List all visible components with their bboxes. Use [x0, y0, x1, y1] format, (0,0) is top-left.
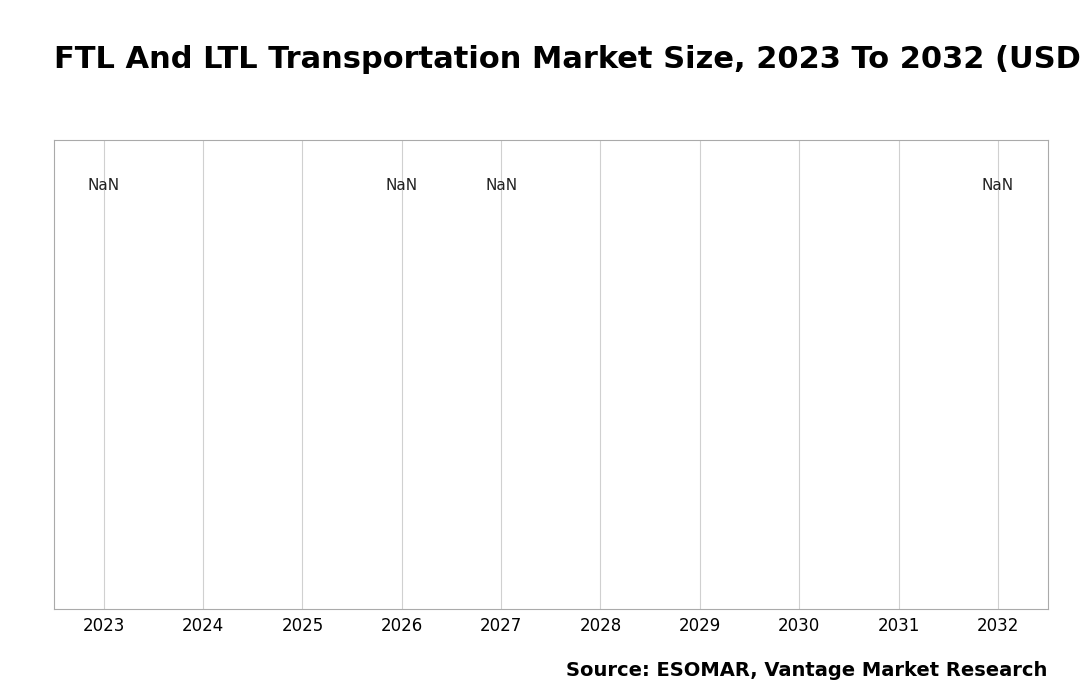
Text: FTL And LTL Transportation Market Size, 2023 To 2032 (USD Billion): FTL And LTL Transportation Market Size, …	[54, 46, 1080, 74]
Text: NaN: NaN	[87, 178, 120, 193]
Text: NaN: NaN	[485, 178, 517, 193]
Text: Source: ESOMAR, Vantage Market Research: Source: ESOMAR, Vantage Market Research	[566, 662, 1048, 680]
Text: NaN: NaN	[982, 178, 1014, 193]
Text: NaN: NaN	[386, 178, 418, 193]
